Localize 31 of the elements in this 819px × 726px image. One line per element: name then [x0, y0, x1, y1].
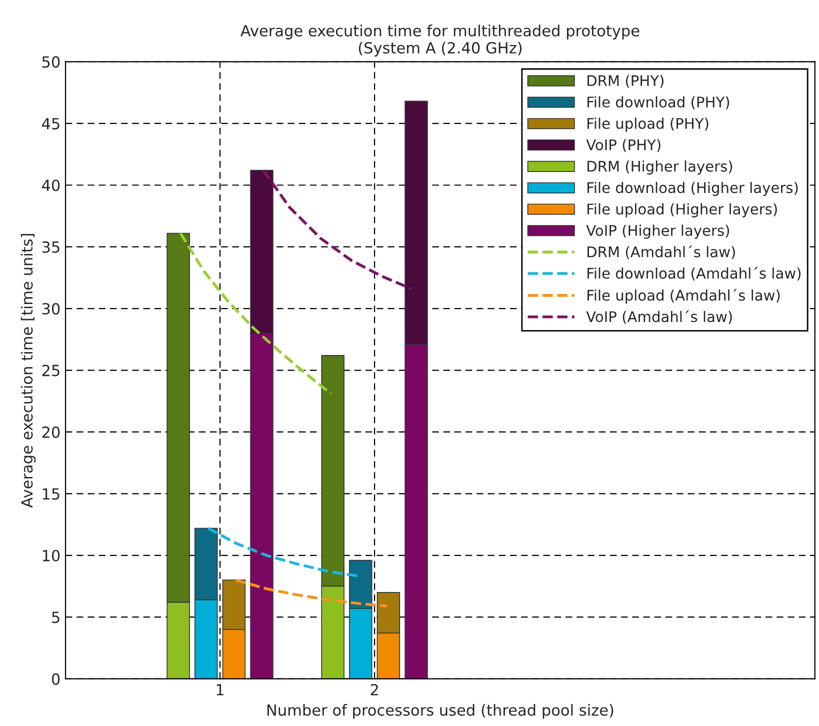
y-tick-label: 10 [42, 550, 60, 562]
legend-label: DRM (Higher layers) [588, 160, 732, 175]
legend-label: File upload (Higher layers) [588, 203, 777, 218]
y-axis-title: Average execution time [time units] [20, 234, 36, 508]
line-series [234, 578, 388, 608]
legend-label: VoIP (Amdahl´s law) [586, 310, 732, 324]
x-tick-label: 1 [216, 684, 224, 696]
y-tick-label: 25 [42, 364, 60, 376]
legend-label: DRM (Amdahl´s law) [588, 245, 735, 260]
y-tick-label: 40 [42, 180, 60, 192]
legend-label: File download (PHY) [588, 96, 730, 110]
legend-label: File download (Higher layers) [588, 182, 798, 196]
legend-label: File upload (PHY) [588, 118, 708, 132]
y-tick-label: 30 [42, 303, 60, 315]
line-series [262, 168, 414, 290]
line-series [179, 232, 332, 396]
y-tick-label: 0 [52, 673, 60, 685]
y-tick-label: 20 [42, 426, 60, 438]
chart-title: Average execution time for multithreaded prototype (System A (2.40 GHz) [240, 24, 640, 57]
y-tick-label: 5 [52, 612, 60, 624]
x-tick-label: 2 [370, 684, 378, 696]
x-axis-title: Number of processors used (thread pool size) [267, 704, 614, 719]
legend-label: File upload (Amdahl´s law) [588, 288, 780, 304]
legend-label: VoIP (Higher layers) [586, 224, 730, 239]
legend-label: File download (Amdahl´s law) [588, 266, 801, 280]
y-tick-label: 35 [42, 241, 60, 253]
legend-label: VoIP (PHY) [586, 139, 660, 152]
legend-label: DRM (PHY) [588, 74, 664, 88]
y-tick-label: 45 [42, 118, 60, 130]
y-tick-label: 50 [42, 56, 60, 68]
y-tick-label: 15 [42, 488, 60, 500]
